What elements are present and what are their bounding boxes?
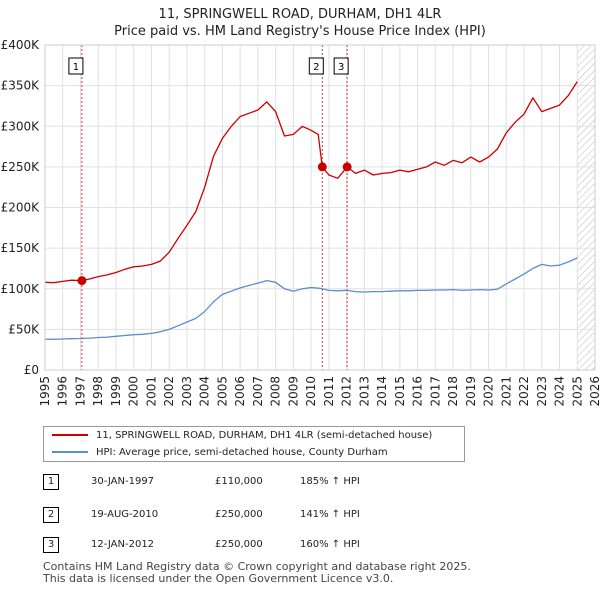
x-tick-label: 2016 <box>411 376 425 407</box>
x-tick-label: 2001 <box>144 376 158 407</box>
legend-label-hpi: HPI: Average price, semi-detached house,… <box>96 447 388 458</box>
transaction-label: 2 <box>313 62 319 73</box>
plot-border <box>44 44 596 371</box>
x-tick-label: 2009 <box>286 376 300 407</box>
transaction-point <box>342 162 352 172</box>
legend-item-property: 11, SPRINGWELL ROAD, DURHAM, DH1 4LR (se… <box>52 428 432 444</box>
x-tick-label: 2017 <box>428 376 442 407</box>
x-tick-label: 2023 <box>535 376 549 407</box>
legend: 11, SPRINGWELL ROAD, DURHAM, DH1 4LR (se… <box>43 426 465 462</box>
footer-line-1: Contains HM Land Registry data © Crown c… <box>43 560 471 573</box>
transaction-number: 1 <box>43 474 59 490</box>
y-tick-label: £350K <box>1 79 41 93</box>
transaction-point <box>317 162 327 172</box>
x-tick-label: 2010 <box>304 376 318 407</box>
y-tick-label: £50K <box>8 322 40 336</box>
footer-note: Contains HM Land Registry data © Crown c… <box>43 561 471 585</box>
chart-title: 11, SPRINGWELL ROAD, DURHAM, DH1 4LR Pri… <box>0 6 600 40</box>
transaction-price: £250,000 <box>215 509 263 520</box>
legend-swatch-property <box>52 434 88 436</box>
transaction-date: 12-JAN-2012 <box>91 539 155 550</box>
x-tick-label: 2004 <box>198 376 212 407</box>
hpi-line <box>44 257 578 340</box>
transaction-row: 3 12-JAN-2012 £250,000 160% ↑ HPI <box>43 535 443 555</box>
transaction-date: 19-AUG-2010 <box>91 509 159 520</box>
transaction-price: £110,000 <box>215 476 263 487</box>
legend-item-hpi: HPI: Average price, semi-detached house,… <box>52 445 388 461</box>
x-tick-label: 2018 <box>446 376 460 407</box>
transaction-date: 30-JAN-1997 <box>91 476 155 487</box>
x-tick-label: 1997 <box>73 376 87 407</box>
x-tick-label: 2005 <box>215 376 229 407</box>
transaction-row: 2 19-AUG-2010 £250,000 141% ↑ HPI <box>43 505 443 525</box>
title-line-2: Price paid vs. HM Land Registry's House … <box>114 24 486 39</box>
x-tick-label: 2021 <box>499 376 513 407</box>
x-tick-label: 2025 <box>570 376 584 407</box>
x-tick-label: 2012 <box>340 376 354 407</box>
transaction-label: 3 <box>338 62 344 73</box>
x-tick-label: 2007 <box>251 376 265 407</box>
transaction-label-box <box>308 57 324 75</box>
y-tick-label: £150K <box>1 241 41 255</box>
transaction-number: 3 <box>43 537 59 553</box>
y-tick-label: £100K <box>1 282 41 296</box>
transaction-label-box <box>333 57 349 75</box>
x-tick-label: 1996 <box>56 376 70 407</box>
x-tick-label: 2026 <box>588 376 600 407</box>
property-price-line <box>44 81 578 284</box>
legend-swatch-hpi <box>52 451 88 453</box>
transaction-hpi: 160% ↑ HPI <box>300 539 360 550</box>
transaction-hpi: 141% ↑ HPI <box>300 509 360 520</box>
transaction-hpi: 185% ↑ HPI <box>300 476 360 487</box>
x-tick-label: 2003 <box>180 376 194 407</box>
x-tick-label: 2002 <box>162 376 176 407</box>
x-tick-label: 1995 <box>38 376 52 407</box>
transaction-number: 2 <box>43 507 59 523</box>
x-tick-label: 2013 <box>357 376 371 407</box>
transaction-label: 1 <box>73 62 79 73</box>
x-tick-label: 1999 <box>109 376 123 407</box>
y-tick-label: £250K <box>1 160 41 174</box>
x-tick-label: 2008 <box>269 376 283 407</box>
legend-label-property: 11, SPRINGWELL ROAD, DURHAM, DH1 4LR (se… <box>96 430 433 441</box>
title-line-1: 11, SPRINGWELL ROAD, DURHAM, DH1 4LR <box>158 7 442 22</box>
x-tick-label: 2015 <box>393 376 407 407</box>
x-tick-label: 2000 <box>127 376 141 407</box>
y-tick-label: £300K <box>1 119 41 133</box>
transaction-price: £250,000 <box>215 539 263 550</box>
x-tick-label: 2024 <box>553 376 567 407</box>
y-tick-label: £400K <box>1 38 41 52</box>
footer-line-2: This data is licensed under the Open Gov… <box>43 572 394 585</box>
transaction-label-box <box>68 57 84 75</box>
transaction-point <box>77 276 87 286</box>
transaction-row: 1 30-JAN-1997 £110,000 185% ↑ HPI <box>43 472 443 492</box>
x-tick-label: 2022 <box>517 376 531 407</box>
y-tick-label: £200K <box>1 201 41 215</box>
x-tick-label: 2020 <box>482 376 496 407</box>
x-tick-label: 2014 <box>375 376 389 407</box>
x-tick-label: 1998 <box>91 376 105 407</box>
x-tick-label: 2006 <box>233 376 247 407</box>
x-tick-label: 2019 <box>464 376 478 407</box>
x-tick-label: 2011 <box>322 376 336 407</box>
y-tick-label: £0 <box>24 363 39 377</box>
